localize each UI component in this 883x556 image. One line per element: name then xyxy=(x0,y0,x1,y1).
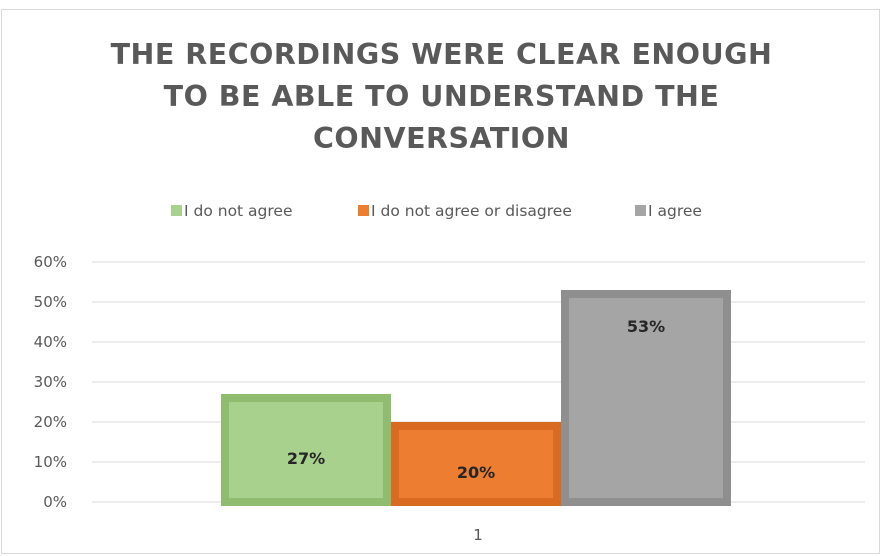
y-axis: 0% 10% 20% 30% 40% 50% 60% xyxy=(34,253,67,511)
legend-label: I do not agree xyxy=(184,202,293,220)
bars: 27% 20% 53% xyxy=(221,290,731,506)
legend-swatch xyxy=(358,205,369,216)
y-tick-label: 60% xyxy=(34,253,67,271)
y-tick-label: 0% xyxy=(43,493,67,511)
legend-label: I agree xyxy=(648,202,702,220)
y-tick-label: 50% xyxy=(34,293,67,311)
legend: I do not agree I do not agree or disagree… xyxy=(171,202,702,220)
bar-i-agree xyxy=(561,290,731,506)
bar-i-do-not-agree xyxy=(221,394,391,506)
bar-i-do-not-agree-or-disagree xyxy=(391,422,561,506)
legend-label: I do not agree or disagree xyxy=(371,202,572,220)
y-tick-label: 10% xyxy=(34,453,67,471)
x-axis: 1 xyxy=(473,526,483,544)
y-tick-label: 40% xyxy=(34,333,67,351)
chart-title: THE RECORDINGS WERE CLEAR ENOUGH TO BE A… xyxy=(0,34,883,160)
y-tick-label: 20% xyxy=(34,413,67,431)
chart-title-line-3: CONVERSATION xyxy=(313,122,570,155)
legend-swatch xyxy=(171,205,182,216)
y-tick-label: 30% xyxy=(34,373,67,391)
chart-title-line-2: TO BE ABLE TO UNDERSTAND THE xyxy=(163,80,720,113)
legend-swatch xyxy=(635,205,646,216)
chart-title-line-1: THE RECORDINGS WERE CLEAR ENOUGH xyxy=(110,38,773,71)
data-label: 27% xyxy=(287,449,325,468)
data-label: 53% xyxy=(627,317,665,336)
data-label: 20% xyxy=(457,463,495,482)
x-tick-label: 1 xyxy=(473,526,483,544)
